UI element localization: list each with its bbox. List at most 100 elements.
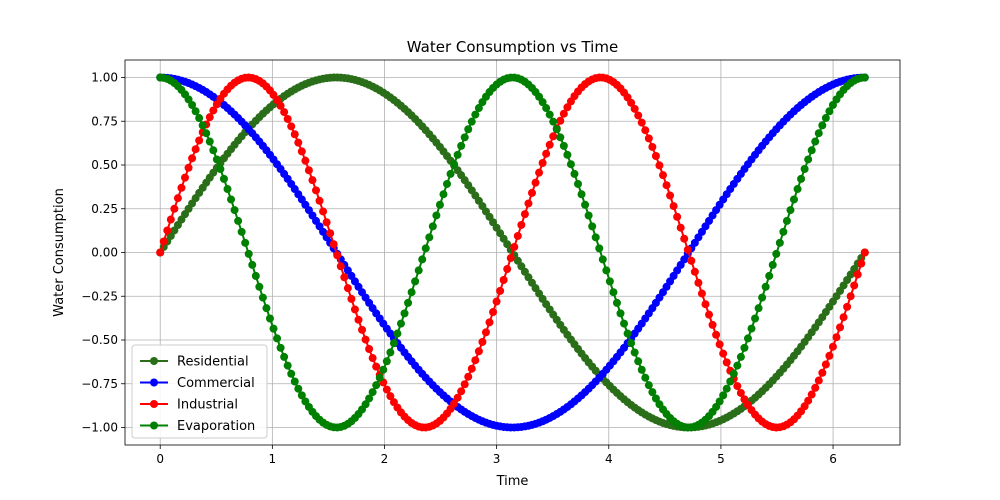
data-point xyxy=(290,377,299,386)
data-point xyxy=(538,98,547,107)
data-point xyxy=(202,129,211,138)
data-point xyxy=(651,394,660,403)
data-point xyxy=(283,114,292,123)
data-point xyxy=(513,231,522,240)
data-point xyxy=(722,358,731,367)
y-tick-label: 0.25 xyxy=(91,202,118,216)
data-point xyxy=(584,211,593,220)
x-tick-label: 0 xyxy=(156,452,164,466)
data-point xyxy=(304,166,313,175)
data-point xyxy=(846,292,855,301)
data-point xyxy=(595,244,604,253)
data-point xyxy=(641,373,650,382)
data-point xyxy=(761,282,770,291)
data-point xyxy=(807,390,816,399)
data-point xyxy=(453,150,462,159)
data-point xyxy=(740,343,749,352)
data-point xyxy=(166,215,175,224)
data-point xyxy=(687,256,696,265)
data-point xyxy=(188,154,197,163)
data-point xyxy=(782,216,791,225)
data-point xyxy=(386,392,395,401)
data-point xyxy=(411,277,420,286)
data-point xyxy=(612,298,621,307)
data-point xyxy=(365,394,374,403)
data-point xyxy=(627,339,636,348)
legend-item-industrial: Industrial xyxy=(140,398,238,413)
data-point xyxy=(588,222,597,231)
data-point xyxy=(209,146,218,155)
data-point xyxy=(662,181,671,190)
data-point xyxy=(312,186,320,195)
data-point xyxy=(471,110,480,119)
data-point xyxy=(361,400,370,409)
data-point xyxy=(602,266,611,275)
data-point xyxy=(184,163,193,172)
data-point xyxy=(280,352,289,361)
data-point xyxy=(219,174,228,183)
data-point xyxy=(297,391,306,400)
chart-title: Water Consumption vs Time xyxy=(407,38,618,56)
data-point xyxy=(658,171,667,180)
data-point xyxy=(418,255,427,264)
legend-label: Evaporation xyxy=(177,419,255,434)
data-point xyxy=(273,334,282,343)
data-point xyxy=(666,191,675,200)
data-point xyxy=(425,233,434,242)
series-commercial xyxy=(156,73,869,432)
y-tick-label: −1.00 xyxy=(81,421,118,435)
data-point xyxy=(719,391,728,400)
data-point xyxy=(227,195,236,204)
data-point xyxy=(290,130,299,139)
data-point xyxy=(315,196,324,205)
data-point xyxy=(574,179,583,188)
data-point xyxy=(754,304,763,313)
data-point xyxy=(163,226,172,235)
data-point xyxy=(350,305,359,314)
series-industrial xyxy=(156,73,869,432)
data-point xyxy=(818,368,827,377)
data-point xyxy=(828,342,837,351)
y-tick-label: 1.00 xyxy=(91,71,118,85)
data-point xyxy=(273,96,282,105)
data-point xyxy=(340,273,349,282)
data-point xyxy=(205,113,214,122)
x-axis-label: Time xyxy=(496,474,529,489)
data-point xyxy=(542,104,551,113)
data-point xyxy=(743,334,752,343)
data-point xyxy=(804,396,813,405)
data-point xyxy=(244,249,253,258)
data-point xyxy=(223,185,232,194)
data-point xyxy=(811,137,820,146)
data-point xyxy=(605,277,614,286)
data-point xyxy=(708,320,717,329)
data-point xyxy=(510,242,519,251)
data-point xyxy=(343,284,352,293)
data-point xyxy=(736,352,745,361)
data-point xyxy=(644,381,653,390)
data-point xyxy=(570,169,579,178)
legend-marker xyxy=(150,378,158,387)
data-point xyxy=(598,255,607,264)
data-point xyxy=(563,103,572,112)
data-point xyxy=(857,259,866,268)
data-point xyxy=(591,233,600,242)
data-point xyxy=(637,118,646,127)
data-point xyxy=(481,328,490,337)
data-point xyxy=(790,195,798,204)
data-point xyxy=(818,121,827,130)
y-tick-label: −0.75 xyxy=(81,377,118,391)
data-point xyxy=(212,155,221,164)
data-point xyxy=(811,383,820,392)
data-point xyxy=(170,204,179,213)
y-tick-label: 0.00 xyxy=(91,246,118,260)
data-point xyxy=(641,126,650,135)
data-point xyxy=(503,265,512,274)
data-point xyxy=(740,395,749,404)
data-point xyxy=(336,262,345,271)
data-point xyxy=(379,365,388,374)
data-point xyxy=(188,101,197,110)
x-tick-label: 1 xyxy=(269,452,277,466)
data-point xyxy=(705,310,714,319)
data-point xyxy=(191,107,200,116)
